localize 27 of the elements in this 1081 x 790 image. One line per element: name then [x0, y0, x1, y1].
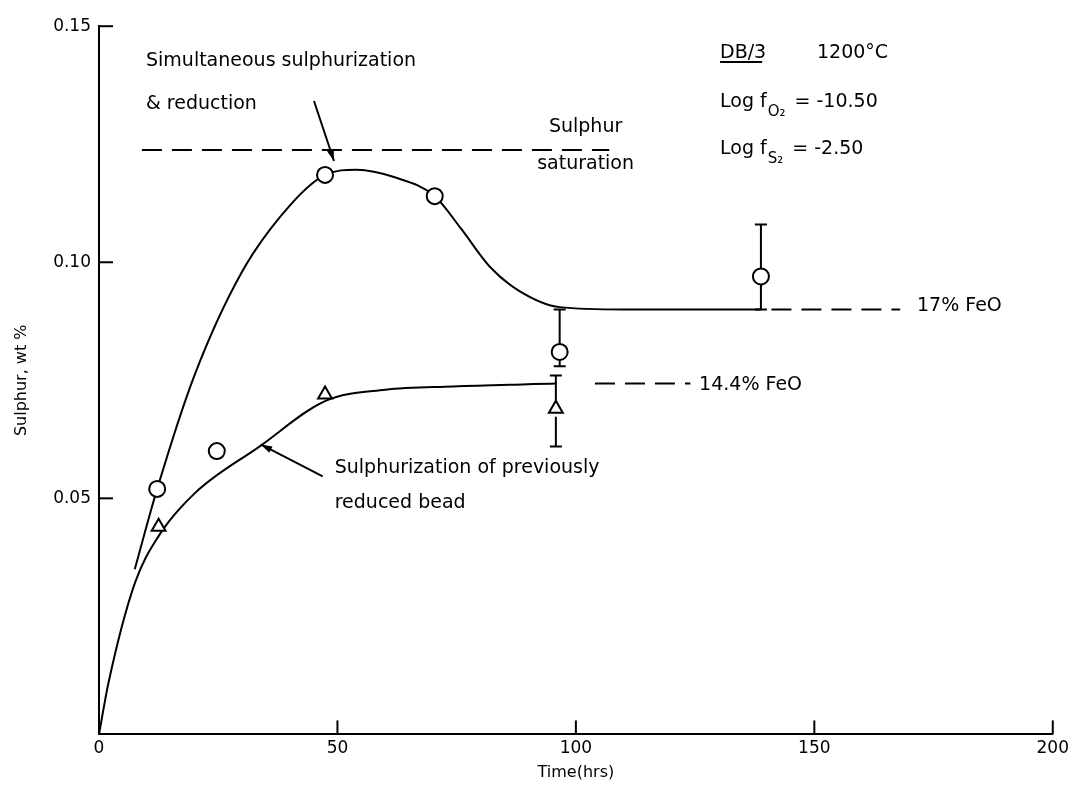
- point: [425, 187, 444, 206]
- y-axis-title: Sulphur, wt %: [10, 324, 30, 437]
- x-tick-label: 200: [1036, 737, 1069, 758]
- annotation: 14.4% FeO: [699, 371, 803, 394]
- point: [751, 267, 770, 286]
- annotation: Sulphurization of previously reduced bead: [334, 455, 600, 513]
- annotation: & reduction: [146, 91, 257, 113]
- x-tick-label: 0: [93, 737, 105, 758]
- x-tick-label: 50: [326, 737, 349, 758]
- point: [148, 479, 167, 498]
- annotation: 1200°C: [817, 40, 889, 62]
- x-axis-title: Time(hrs): [536, 761, 615, 781]
- point: [550, 342, 569, 361]
- point: [316, 165, 335, 184]
- x-tick-label: 150: [798, 737, 831, 758]
- x-tick-label: 100: [559, 737, 593, 758]
- annotation: DB/3: [720, 40, 767, 62]
- point: [207, 442, 226, 461]
- point: [150, 517, 167, 532]
- point: [317, 385, 333, 400]
- y-tick-label: 0.10: [53, 250, 91, 271]
- annotation: Sulphur saturation: [537, 113, 635, 173]
- y-tick-label: 0.05: [53, 486, 91, 507]
- annotation: 17% FeO: [917, 293, 1002, 315]
- y-tick-label: 0.15: [53, 14, 91, 35]
- annotation: Simultaneous sulphurization: [146, 48, 417, 70]
- point: [547, 399, 564, 414]
